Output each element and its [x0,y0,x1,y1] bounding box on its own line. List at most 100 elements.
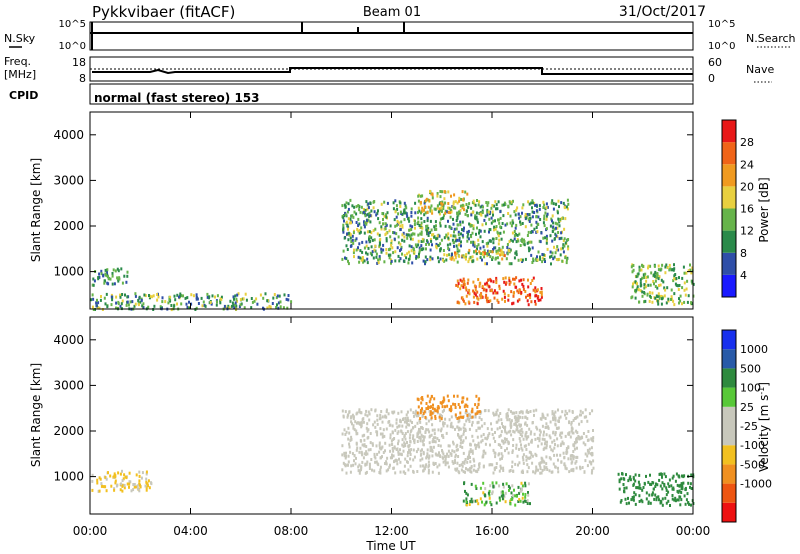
data-cell [632,475,635,479]
data-cell [120,482,123,486]
data-cell [499,443,502,447]
data-cell [161,296,164,300]
data-cell [469,500,472,503]
y-tick-label: 2000 [53,424,84,438]
data-cell [463,208,465,212]
colorbar-tick-label: 16 [740,203,754,216]
data-cell [480,252,482,256]
data-cell [497,242,500,246]
data-cell [391,446,394,450]
data-cell [512,239,514,243]
data-cell [485,252,488,256]
data-cell [492,280,495,284]
data-cell [654,493,657,497]
data-cell [507,451,510,455]
data-cell [636,274,639,278]
data-cell [541,256,544,260]
data-cell [555,226,557,230]
data-cell [515,446,518,450]
data-cell [551,219,553,223]
data-cell [363,452,366,456]
data-cell [117,302,120,306]
data-cell [665,486,668,490]
nave-label: Nave [746,63,774,76]
data-cell [534,452,537,456]
data-cell [545,425,548,429]
data-cell [488,250,491,254]
data-cell [474,288,477,292]
data-cell [527,278,529,282]
data-cell [381,212,384,215]
data-cell [455,227,458,231]
data-cell [519,415,521,419]
data-cell [410,214,413,218]
data-cell [357,229,360,233]
data-cell [282,306,285,310]
data-cell [405,256,408,260]
data-cell [528,456,531,460]
data-cell [471,255,474,259]
noise-search-label: N.Search [746,32,796,45]
data-cell [420,240,423,243]
data-cell [430,204,433,208]
colorbar-tick-label: -100 [740,439,765,452]
data-cell [443,253,446,257]
data-cell [516,233,519,237]
data-cell [421,407,423,411]
data-cell [179,292,182,296]
colorbar-tick-label: 28 [740,136,754,149]
data-cell [491,258,494,261]
data-cell [563,227,566,231]
data-cell [216,294,219,298]
data-cell [134,302,137,306]
data-cell [391,456,393,460]
data-cell [95,301,98,305]
data-cell [566,412,569,416]
data-cell [585,415,588,419]
data-cell [409,234,412,238]
data-cell [472,295,475,299]
data-cell [399,242,402,246]
data-cell [529,410,532,413]
data-cell [492,241,495,245]
data-cell [555,202,558,206]
y-tick-label: 4000 [53,333,84,347]
data-cell [491,490,494,494]
data-cell [104,302,107,306]
data-cell [526,463,529,467]
data-cell [487,249,490,253]
data-cell [106,305,109,309]
data-cell [430,446,433,450]
data-cell [672,279,675,283]
data-cell [532,409,535,413]
colorbar-tick-label: 24 [740,158,754,171]
data-cell [105,292,108,296]
data-cell [535,230,538,234]
data-cell [148,486,151,490]
data-cell [508,486,511,490]
data-cell [671,494,674,497]
data-cell [276,294,279,298]
data-cell [367,448,370,452]
data-cell [440,417,443,421]
data-cell [419,436,422,440]
data-cell [117,471,120,475]
data-cell [530,253,533,257]
data-cell [578,422,581,426]
data-cell [519,215,522,219]
data-cell [471,434,474,438]
data-cell [686,300,689,304]
y-tick-label: 1000 [53,265,84,279]
data-cell [484,262,487,266]
data-cell [425,402,428,405]
data-cell [487,491,490,495]
colorbar-frame [721,329,737,523]
data-cell [354,462,357,466]
data-cell [552,416,554,420]
data-cell [426,452,429,456]
data-cell [401,443,404,447]
data-cell [505,415,508,419]
data-cell [400,430,403,434]
data-cell [367,206,370,210]
data-cell [457,455,460,458]
